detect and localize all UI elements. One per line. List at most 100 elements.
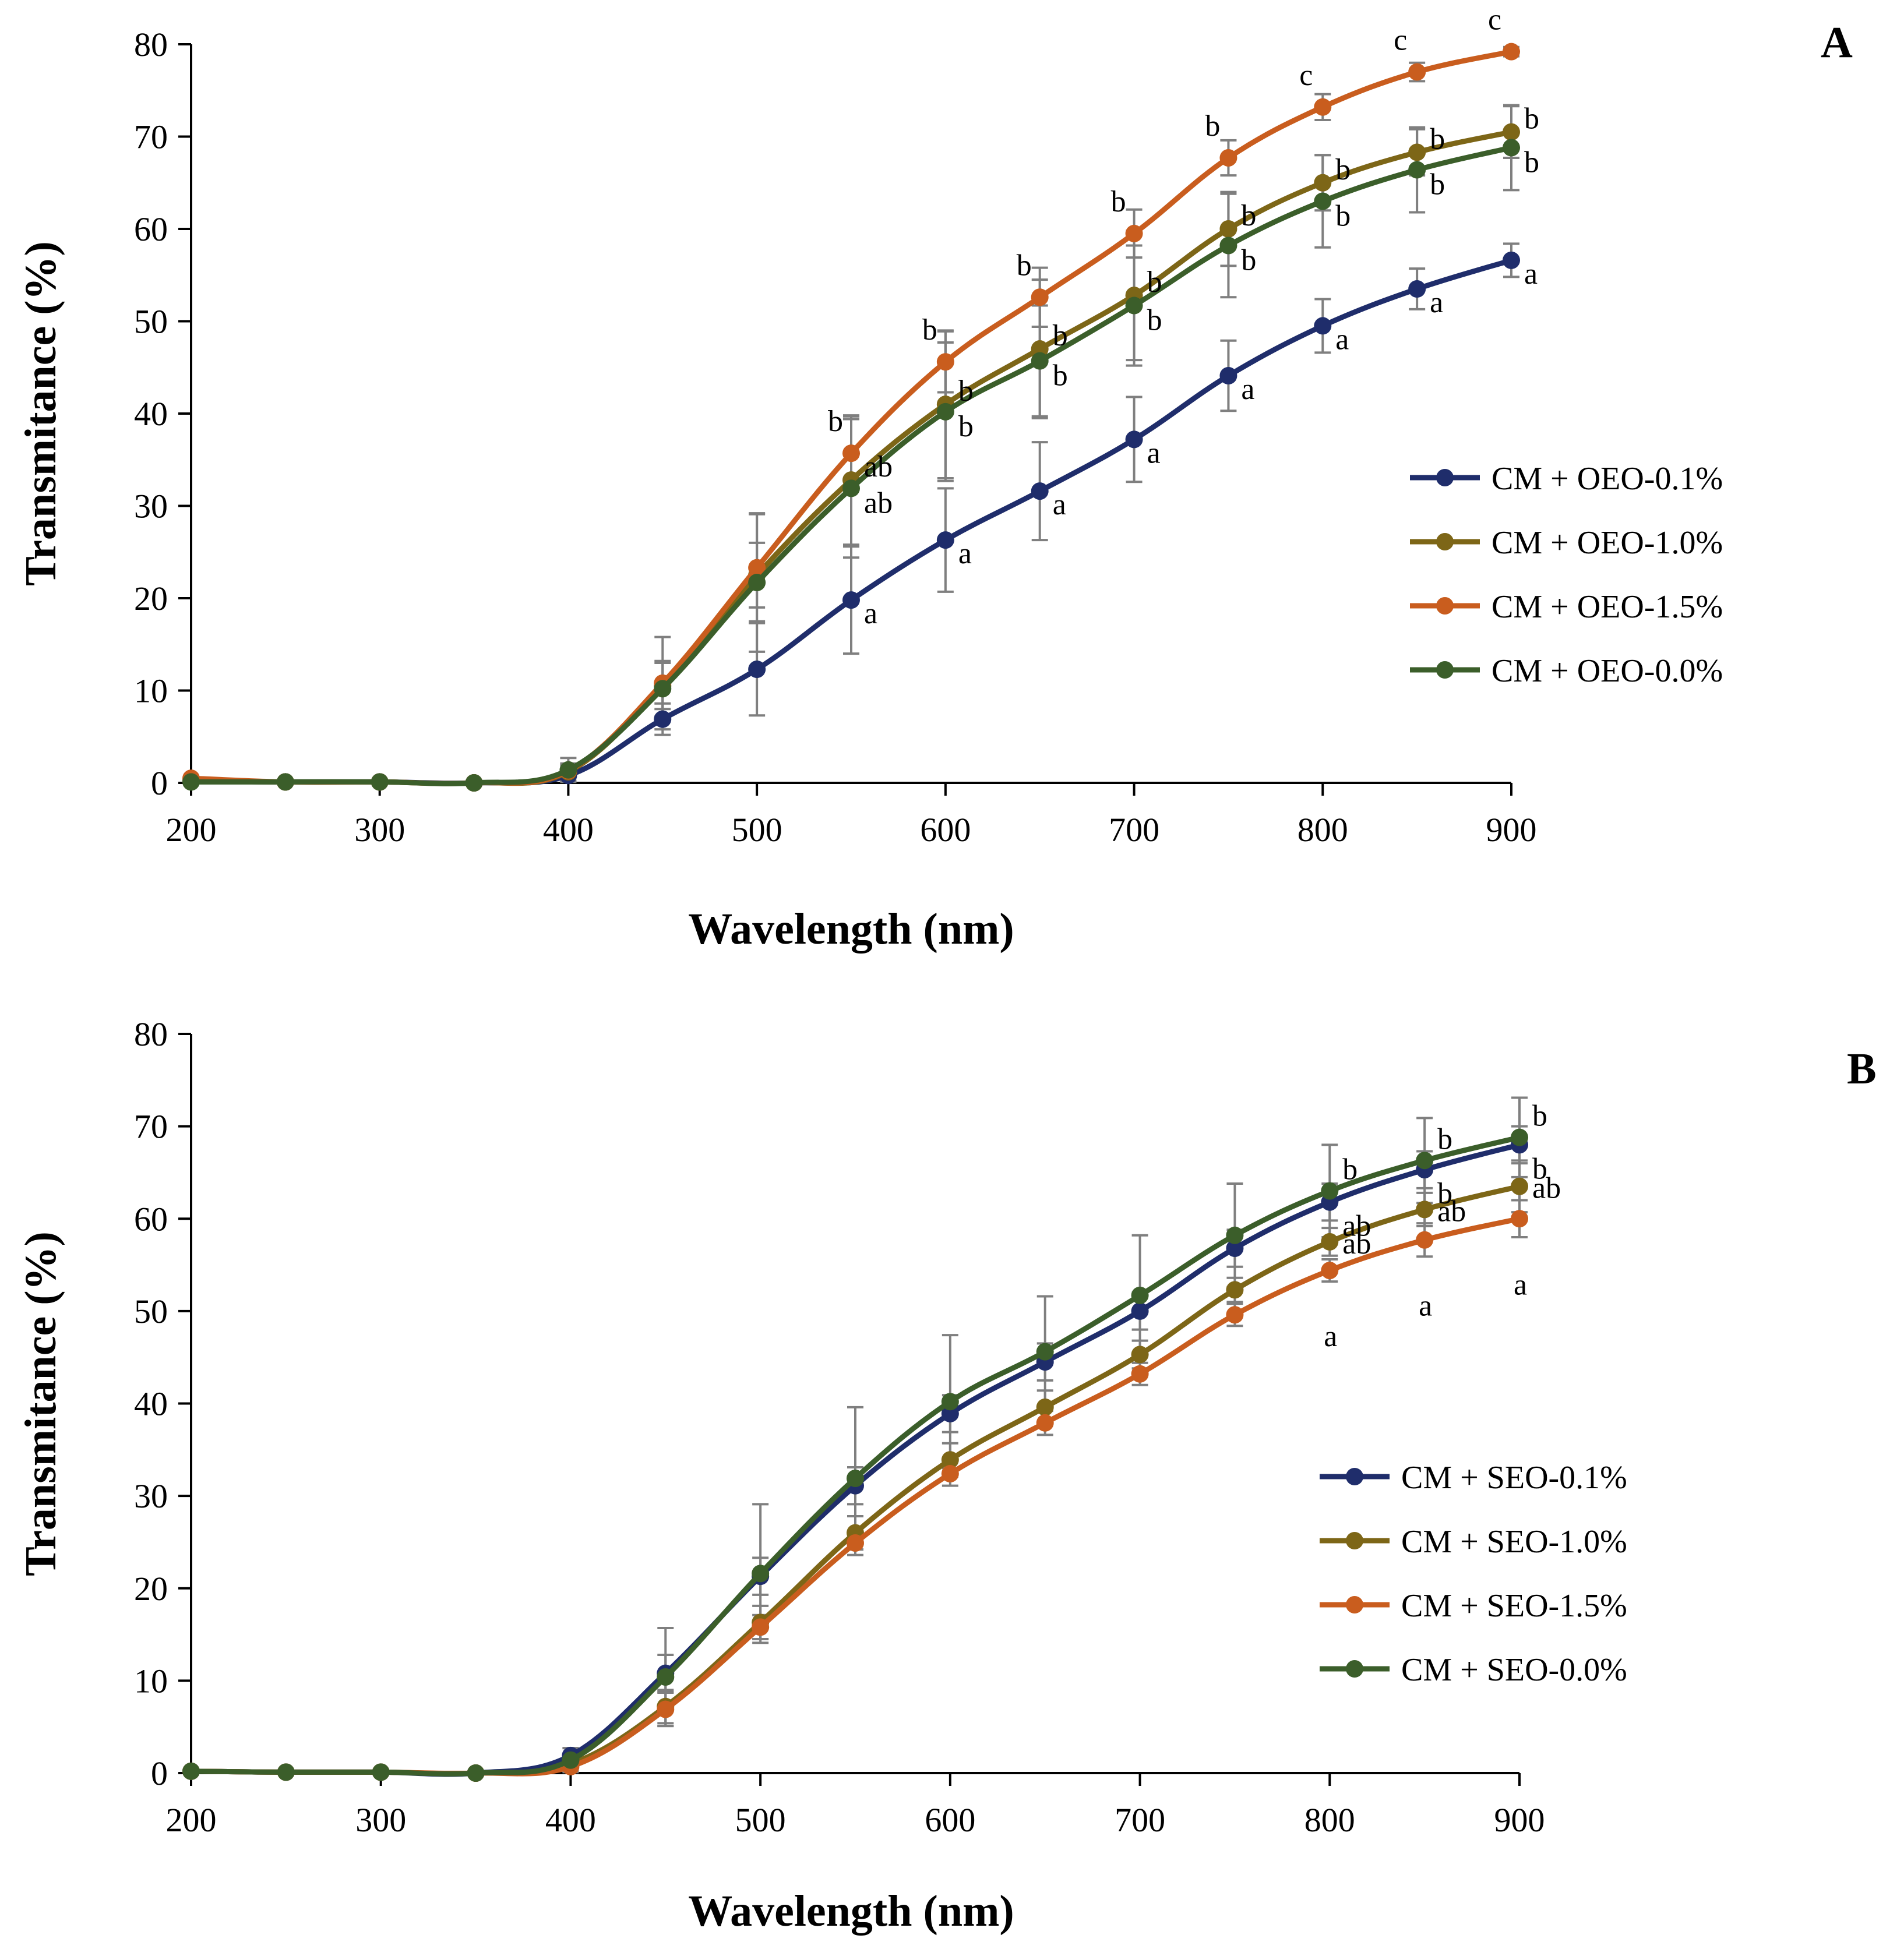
series-cm-seo-0-0	[182, 1128, 1528, 1782]
data-point-cm-oeo-0-1	[654, 710, 672, 728]
panel-a-legend-label: CM + OEO-1.0%	[1492, 525, 1723, 561]
data-point-cm-oeo-0-0	[936, 402, 954, 421]
panel-a-significance-letter: a	[864, 597, 877, 630]
panel-a-significance-letter: a	[1241, 373, 1254, 406]
panel-b-significance-letter: b	[1342, 1153, 1358, 1187]
panel-a-legend-swatch-marker	[1436, 661, 1454, 679]
panel-a-significance-letter: c	[1394, 24, 1407, 57]
panel-a-significance-letter: c	[1488, 3, 1501, 37]
panel-a-significance-letter: b	[1241, 244, 1256, 277]
panel-b-x-tick-label: 200	[166, 1801, 217, 1839]
panel-b-y-tick-label: 70	[134, 1108, 168, 1146]
panel-b-ticks: 0 10 20 30 40 50 60 70 80 200 300 400 500 600 700 800 90…	[134, 1015, 1545, 1839]
data-point-cm-seo-0-0	[182, 1762, 200, 1780]
panel-a-x-tick-label: 300	[354, 811, 405, 849]
panel-a-significance-letter: b	[1053, 319, 1068, 352]
data-point-cm-seo-1-5	[1036, 1414, 1054, 1432]
panel-b-y-tick-label: 10	[134, 1662, 168, 1700]
data-point-cm-seo-0-0	[847, 1469, 864, 1487]
panel-a-x-tick-label: 600	[920, 811, 971, 849]
data-point-cm-seo-0-0	[1036, 1343, 1054, 1361]
data-point-cm-oeo-1-0	[1031, 340, 1049, 358]
series-cm-oeo-0-0	[182, 139, 1520, 792]
data-point-cm-oeo-0-1	[1503, 251, 1520, 269]
panel-a-significance-letter: b	[1147, 266, 1162, 299]
panel-b-x-axis-title: Wavelength (nm)	[688, 1887, 1014, 1936]
panel-a: 0 10 20 30 40 50 60 70 80 200 300 400 500 600 700 800 90…	[16, 3, 1853, 954]
data-point-cm-seo-1-5	[1321, 1262, 1339, 1280]
panel-b-legend-label: CM + SEO-0.1%	[1401, 1460, 1627, 1496]
panel-a-y-tick-label: 80	[134, 26, 168, 63]
data-point-cm-oeo-1-5	[1314, 98, 1332, 116]
data-point-cm-oeo-0-1	[748, 661, 766, 679]
panel-b-significance-letter: b	[1437, 1122, 1452, 1156]
panel-a-significance-letter: b	[828, 405, 843, 438]
data-point-cm-oeo-1-5	[936, 353, 954, 371]
panel-b-significance-letter: a	[1419, 1290, 1432, 1323]
data-point-cm-seo-1-5	[941, 1465, 959, 1483]
panel-b-series	[182, 1128, 1528, 1782]
panel-b-legend-item: CM + SEO-0.0%	[1320, 1652, 1627, 1688]
panel-b-significance-letter: b	[1532, 1100, 1547, 1133]
panel-b-axes	[190, 1034, 1519, 1774]
data-point-cm-oeo-0-1	[1125, 430, 1143, 449]
panel-a-axes	[190, 44, 1511, 784]
panel-a-significance-letter: ab	[864, 450, 893, 483]
data-point-cm-seo-0-1	[941, 1404, 959, 1422]
panel-b: 0 10 20 30 40 50 60 70 80 200 300 400 500 600 700 800 90…	[16, 1015, 1877, 1936]
data-point-cm-oeo-1-0	[1314, 174, 1332, 192]
data-point-cm-oeo-1-0	[1503, 123, 1520, 141]
data-point-cm-seo-0-0	[657, 1668, 675, 1686]
panel-a-error-bars	[560, 45, 1519, 783]
data-point-cm-seo-1-5	[1131, 1365, 1149, 1383]
data-point-cm-seo-0-0	[562, 1751, 580, 1769]
panel-b-y-tick-label: 0	[151, 1754, 168, 1792]
data-point-cm-seo-0-0	[1131, 1286, 1149, 1304]
data-point-cm-seo-1-0	[1036, 1398, 1054, 1416]
data-point-cm-oeo-0-0	[1314, 192, 1332, 210]
data-point-cm-oeo-1-5	[1503, 43, 1520, 61]
data-point-cm-seo-0-0	[277, 1763, 295, 1781]
panel-b-y-tick-label: 40	[134, 1385, 168, 1423]
panel-b-legend-label: CM + SEO-1.0%	[1401, 1524, 1627, 1560]
data-point-cm-oeo-0-1	[1408, 280, 1426, 298]
panel-b-x-tick-label: 800	[1304, 1801, 1355, 1839]
panel-b-x-tick-label: 900	[1494, 1801, 1545, 1839]
panel-b-legend-swatch-marker	[1346, 1596, 1363, 1613]
panel-a-label: A	[1821, 18, 1853, 67]
data-point-cm-oeo-1-5	[1219, 149, 1237, 167]
data-point-cm-oeo-0-0	[276, 773, 294, 791]
panel-b-legend-swatch-marker	[1346, 1468, 1363, 1485]
data-point-cm-seo-0-1	[1226, 1240, 1244, 1258]
panel-a-significance-letter: b	[1430, 168, 1445, 202]
panel-a-x-tick-label: 500	[732, 811, 782, 849]
panel-b-y-tick-label: 80	[134, 1015, 168, 1053]
panel-a-legend-swatch-marker	[1436, 533, 1454, 550]
panel-a-legend-swatch-marker	[1436, 469, 1454, 486]
panel-a-significance-letter: a	[1524, 257, 1538, 291]
data-point-cm-oeo-1-5	[748, 559, 766, 577]
panel-a-x-tick-label: 400	[543, 811, 594, 849]
panel-b-significance-letter: ab	[1437, 1195, 1466, 1228]
data-point-cm-oeo-0-0	[842, 479, 860, 497]
panel-b-legend-label: CM + SEO-0.0%	[1401, 1652, 1627, 1688]
panel-a-x-tick-label: 800	[1297, 811, 1348, 849]
data-point-cm-oeo-0-1	[842, 591, 860, 609]
panel-a-legend-label: CM + OEO-1.5%	[1492, 589, 1723, 625]
data-point-cm-oeo-1-0	[1219, 220, 1237, 238]
panel-a-legend-label: CM + OEO-0.1%	[1492, 461, 1723, 497]
panel-a-y-tick-label: 20	[134, 580, 168, 617]
panel-b-legend: CM + SEO-0.1% CM + SEO-1.0% CM + SEO-1.5% C…	[1320, 1460, 1627, 1688]
panel-b-significance-letter: a	[1324, 1320, 1337, 1353]
data-point-cm-oeo-0-0	[1219, 236, 1237, 255]
data-point-cm-seo-0-0	[372, 1763, 390, 1781]
data-point-cm-oeo-0-1	[936, 531, 954, 549]
data-point-cm-seo-0-1	[1131, 1302, 1149, 1320]
panel-b-legend-swatch-marker	[1346, 1660, 1363, 1678]
data-point-cm-oeo-0-0	[182, 773, 200, 791]
panel-a-y-tick-label: 40	[134, 395, 168, 433]
panel-b-legend-item: CM + SEO-0.1%	[1320, 1460, 1627, 1496]
panel-a-significance-letter: c	[1299, 59, 1313, 92]
data-point-cm-oeo-0-0	[654, 680, 672, 698]
